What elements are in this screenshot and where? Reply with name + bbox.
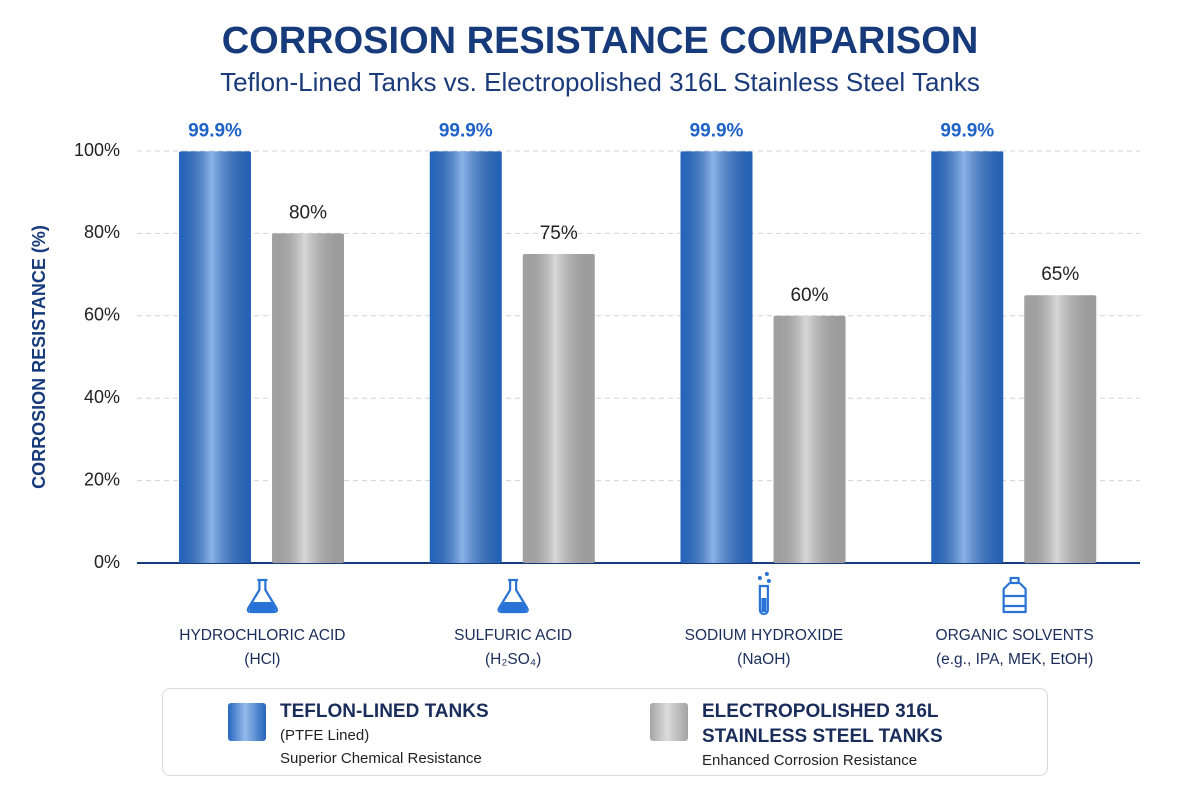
x-tick-sublabel: (NaOH) [737,651,790,668]
x-tick-label: ORGANIC SOLVENTS [936,627,1094,644]
value-label: 99.9% [940,120,994,141]
category-icon [497,578,529,614]
bar-shine [429,151,502,564]
legend-label: TEFLON-LINED TANKS [280,701,489,722]
y-tick-label: 80% [84,222,120,242]
value-label: 99.9% [690,120,744,141]
category-icon [246,578,279,614]
bar-shine [680,151,753,564]
icon-bubble [766,579,771,583]
bar-shine [931,151,1004,564]
bar-shine [522,254,595,563]
legend-description: Superior Chemical Resistance [280,750,482,767]
legend-description: Enhanced Corrosion Resistance [702,752,918,769]
icon-shape [758,584,769,616]
value-label: 99.9% [188,120,242,141]
bar-shine [272,233,344,563]
legend-text: ELECTROPOLISHED 316L STAINLESS STEEL TAN… [702,699,972,772]
legend-swatch [650,703,688,741]
y-tick-label: 60% [84,305,120,325]
x-tick-sublabel: (HCl) [244,651,280,668]
icon-liquid [499,602,527,611]
bar-shine [179,151,251,564]
value-label: 80% [289,202,327,223]
y-tick-label: 0% [94,552,120,572]
legend-label: ELECTROPOLISHED 316L STAINLESS STEEL TAN… [702,701,943,747]
value-label: 99.9% [439,120,493,141]
category-icon [757,572,771,616]
chart-title: CORROSION RESISTANCE COMPARISON [222,20,979,62]
icon-bubble [757,576,762,580]
y-tick-label: 100% [74,140,120,160]
legend-swatch [228,703,266,741]
x-tick-label: HYDROCHLORIC ACID [179,627,345,644]
icon-liquid [761,598,767,612]
icon-liquid [249,602,276,611]
icon-shape [1002,576,1027,614]
value-label: 75% [540,223,578,244]
x-tick-label: SODIUM HYDROXIDE [685,627,843,644]
chart-subtitle: Teflon-Lined Tanks vs. Electropolished 3… [220,67,980,97]
bar-shine [773,315,846,563]
y-axis-label: CORROSION RESISTANCE (%) [29,225,49,489]
icon-bubble [764,572,769,576]
legend-note: (PTFE Lined) [280,727,370,744]
icon-shape [497,578,529,614]
icon-shape [246,578,279,614]
value-label: 65% [1041,264,1079,285]
legend-text: TEFLON-LINED TANKS (PTFE Lined) Superior C… [280,699,550,770]
legend: TEFLON-LINED TANKS (PTFE Lined) Superior C… [162,688,1048,776]
bar-shine [1024,295,1097,563]
value-label: 60% [790,285,828,306]
x-tick-label: SULFURIC ACID [454,627,572,644]
y-tick-label: 40% [84,387,120,407]
x-tick-sublabel: (e.g., IPA, MEK, EtOH) [936,651,1093,668]
y-tick-label: 20% [84,469,120,489]
category-icon [1002,576,1027,614]
x-tick-sublabel: (H₂SO₄) [485,651,541,668]
